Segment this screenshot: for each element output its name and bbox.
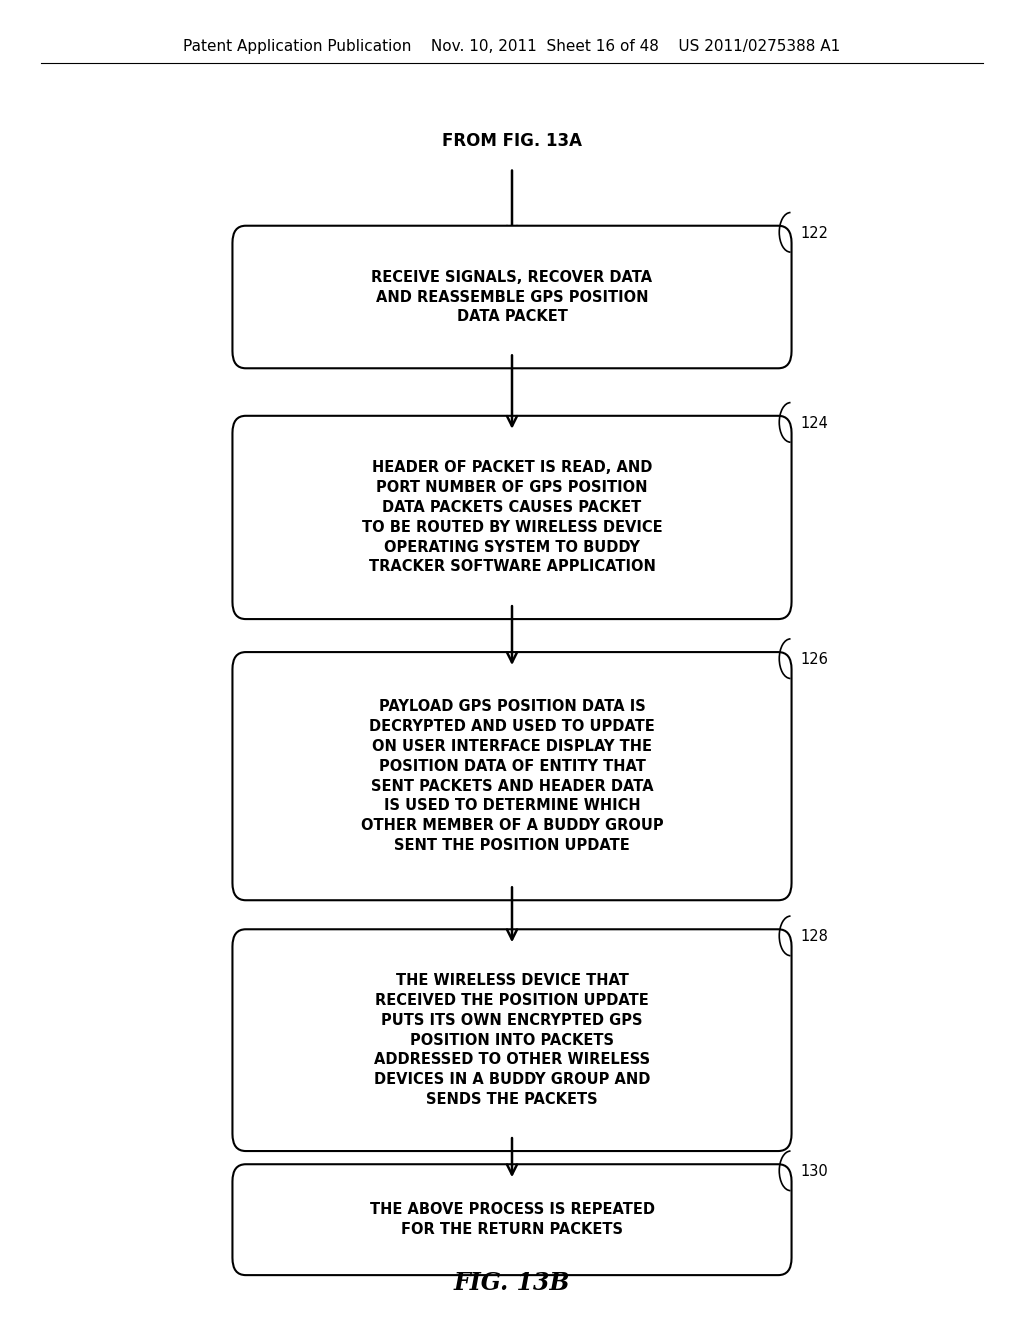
FancyBboxPatch shape <box>232 1164 792 1275</box>
Text: PAYLOAD GPS POSITION DATA IS
DECRYPTED AND USED TO UPDATE
ON USER INTERFACE DISP: PAYLOAD GPS POSITION DATA IS DECRYPTED A… <box>360 700 664 853</box>
Text: 130: 130 <box>801 1164 828 1179</box>
FancyBboxPatch shape <box>232 929 792 1151</box>
Text: FIG. 13B: FIG. 13B <box>454 1271 570 1295</box>
Text: 124: 124 <box>801 416 828 430</box>
Text: RECEIVE SIGNALS, RECOVER DATA
AND REASSEMBLE GPS POSITION
DATA PACKET: RECEIVE SIGNALS, RECOVER DATA AND REASSE… <box>372 269 652 325</box>
FancyBboxPatch shape <box>232 226 792 368</box>
Text: HEADER OF PACKET IS READ, AND
PORT NUMBER OF GPS POSITION
DATA PACKETS CAUSES PA: HEADER OF PACKET IS READ, AND PORT NUMBE… <box>361 461 663 574</box>
FancyBboxPatch shape <box>232 416 792 619</box>
Text: THE WIRELESS DEVICE THAT
RECEIVED THE POSITION UPDATE
PUTS ITS OWN ENCRYPTED GPS: THE WIRELESS DEVICE THAT RECEIVED THE PO… <box>374 973 650 1107</box>
FancyBboxPatch shape <box>232 652 792 900</box>
Text: 122: 122 <box>801 226 828 240</box>
Text: THE ABOVE PROCESS IS REPEATED
FOR THE RETURN PACKETS: THE ABOVE PROCESS IS REPEATED FOR THE RE… <box>370 1203 654 1237</box>
Text: 128: 128 <box>801 929 828 944</box>
Text: FROM FIG. 13A: FROM FIG. 13A <box>442 132 582 150</box>
Text: 126: 126 <box>801 652 828 667</box>
Text: Patent Application Publication    Nov. 10, 2011  Sheet 16 of 48    US 2011/02753: Patent Application Publication Nov. 10, … <box>183 38 841 54</box>
